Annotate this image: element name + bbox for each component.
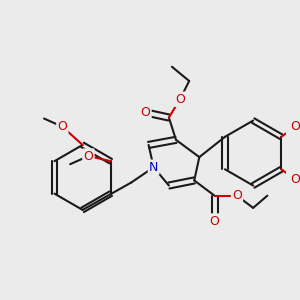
Text: O: O: [141, 106, 151, 119]
Text: O: O: [290, 173, 300, 186]
Text: N: N: [149, 161, 158, 174]
Text: O: O: [83, 150, 93, 163]
Text: O: O: [57, 120, 67, 133]
Text: O: O: [290, 120, 300, 133]
Text: O: O: [175, 93, 185, 106]
Text: O: O: [210, 214, 220, 228]
Text: O: O: [232, 189, 242, 202]
